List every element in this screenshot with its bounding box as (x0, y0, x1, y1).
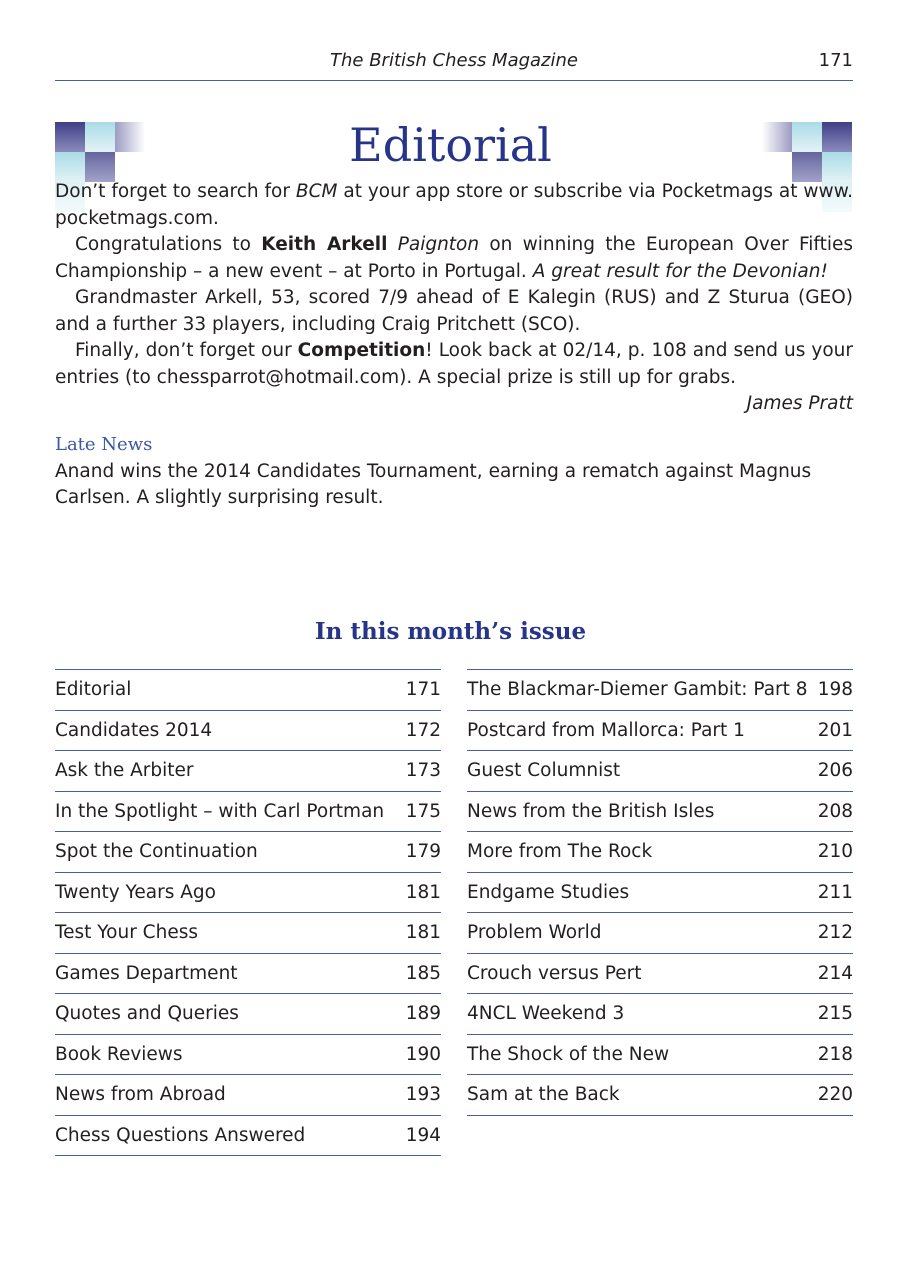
contents-row: Crouch versus Pert 214 (467, 954, 853, 994)
article-title: 4NCL Weekend 3 (467, 1003, 625, 1025)
text: ! Look back at 02/14, p. 108 and send us… (55, 340, 853, 388)
article-page: 181 (405, 881, 441, 903)
article-page: 206 (817, 760, 853, 782)
article-page: 190 (405, 1043, 441, 1065)
article-title: Editorial (55, 679, 132, 701)
running-header: The British Chess Magazine 171 (55, 50, 853, 81)
article-page: 193 (405, 1084, 441, 1106)
article-title: Spot the Continuation (55, 841, 258, 863)
late-news-heading: Late News (55, 434, 153, 455)
contents-left-column: Editorial 171 Candidates 2014 172 Ask the Ar… (55, 669, 441, 1156)
contents-row: Games Department 185 (55, 954, 441, 994)
text: on winning the European Over Fifties Cha… (55, 234, 853, 282)
article-title: Twenty Years Ago (55, 881, 216, 903)
contents-right-column: The Blackmar-Diemer Gambit: Part 8 198 Pos… (467, 669, 853, 1116)
checker-decoration-left (55, 122, 147, 214)
article-title: Postcard from Mallorca: Part 1 (467, 719, 745, 741)
article-title: Chess Questions Answered (55, 1124, 306, 1146)
text: Congratulations to (75, 234, 262, 255)
article-title: Test Your Chess (55, 922, 198, 944)
text: Paignton (397, 234, 480, 255)
article-page: 211 (817, 881, 853, 903)
contents-row: Sam at the Back 220 (467, 1075, 853, 1116)
paragraph: Don’t forget to search for BCM at your a… (55, 179, 853, 232)
contents-row: Postcard from Mallorca: Part 1 201 (467, 711, 853, 751)
article-title: Sam at the Back (467, 1084, 620, 1106)
contents-row: Twenty Years Ago 181 (55, 873, 441, 913)
contents-row: Endgame Studies 211 (467, 873, 853, 913)
article-title: The Blackmar-Diemer Gambit: Part 8 (467, 679, 808, 701)
contents-row: Problem World 212 (467, 913, 853, 954)
article-page: 218 (817, 1043, 853, 1065)
contents-heading: In this month’s issue (314, 618, 587, 645)
magazine-title: The British Chess Magazine (330, 50, 578, 71)
article-page: 208 (817, 800, 853, 822)
editorial-body: Don’t forget to search for BCM at your a… (55, 179, 853, 418)
paragraph: Finally, don’t forget our Competition! L… (55, 338, 853, 391)
article-title: News from the British Isles (467, 800, 715, 822)
article-page: 181 (405, 922, 441, 944)
contents-row: 4NCL Weekend 3 215 (467, 994, 853, 1035)
text: at your app store or subscribe via Pocke… (55, 181, 854, 229)
article-title: Ask the Arbiter (55, 760, 194, 782)
article-page: 212 (817, 922, 853, 944)
late-news-text: Anand wins the 2014 Candidates Tournamen… (55, 460, 812, 509)
article-page: 175 (405, 800, 441, 822)
contents-row: The Shock of the New 218 (467, 1035, 853, 1075)
contents-row: Ask the Arbiter 173 (55, 751, 441, 792)
article-title: Crouch versus Pert (467, 962, 642, 984)
contents-row: News from Abroad 193 (55, 1075, 441, 1116)
article-page: 194 (405, 1124, 441, 1146)
article-title: More from The Rock (467, 841, 653, 863)
text: Keith Arkell (261, 234, 388, 255)
late-news: Late News Anand wins the 2014 Candidates… (55, 432, 853, 512)
article-page: 189 (405, 1003, 441, 1025)
article-title: The Shock of the New (467, 1043, 670, 1065)
page-number: 171 (818, 50, 853, 71)
checker-decoration-right (762, 122, 854, 214)
contents-row: Quotes and Queries 189 (55, 994, 441, 1035)
paragraph: Grandmaster Arkell, 53, scored 7/9 ahead… (55, 287, 853, 335)
article-title: Guest Columnist (467, 760, 621, 782)
signature: James Pratt (746, 393, 853, 414)
article-page: 173 (405, 760, 441, 782)
article-page: 179 (405, 841, 441, 863)
text: Competition (297, 340, 426, 361)
contents-row: Candidates 2014 172 (55, 711, 441, 751)
contents-row: In the Spotlight – with Carl Portman 175 (55, 792, 441, 832)
article-page: 171 (405, 679, 441, 701)
article-title: Book Reviews (55, 1043, 183, 1065)
contents-row: Chess Questions Answered 194 (55, 1116, 441, 1156)
article-page: 185 (405, 962, 441, 984)
article-title: In the Spotlight – with Carl Portman (55, 800, 385, 822)
text: BCM (295, 181, 338, 202)
contents-row: The Blackmar-Diemer Gambit: Part 8 198 (467, 670, 853, 711)
text: A great result for the Devonian! (532, 260, 828, 282)
article-page: 215 (817, 1003, 853, 1025)
article-title: News from Abroad (55, 1084, 226, 1106)
article-title: Quotes and Queries (55, 1003, 239, 1025)
article-title: Games Department (55, 962, 238, 984)
article-page: 198 (817, 679, 853, 701)
contents-row: News from the British Isles 208 (467, 792, 853, 832)
paragraph: Congratulations to Keith Arkell Paignton… (55, 232, 853, 285)
contents-row: Editorial 171 (55, 670, 441, 711)
article-title: Candidates 2014 (55, 719, 213, 741)
article-title: Endgame Studies (467, 881, 630, 903)
article-title: Problem World (467, 922, 602, 944)
text: Don’t forget to search for (55, 181, 296, 202)
article-page: 214 (817, 962, 853, 984)
article-page: 220 (817, 1084, 853, 1106)
article-page: 201 (817, 719, 853, 741)
contents-row: More from The Rock 210 (467, 832, 853, 873)
article-page: 172 (405, 719, 441, 741)
editorial-title: Editorial (349, 118, 552, 172)
contents-row: Guest Columnist 206 (467, 751, 853, 792)
article-page: 210 (817, 841, 853, 863)
contents-row: Test Your Chess 181 (55, 913, 441, 954)
contents-row: Book Reviews 190 (55, 1035, 441, 1075)
contents-row: Spot the Continuation 179 (55, 832, 441, 873)
text: Finally, don’t forget our (75, 340, 298, 361)
